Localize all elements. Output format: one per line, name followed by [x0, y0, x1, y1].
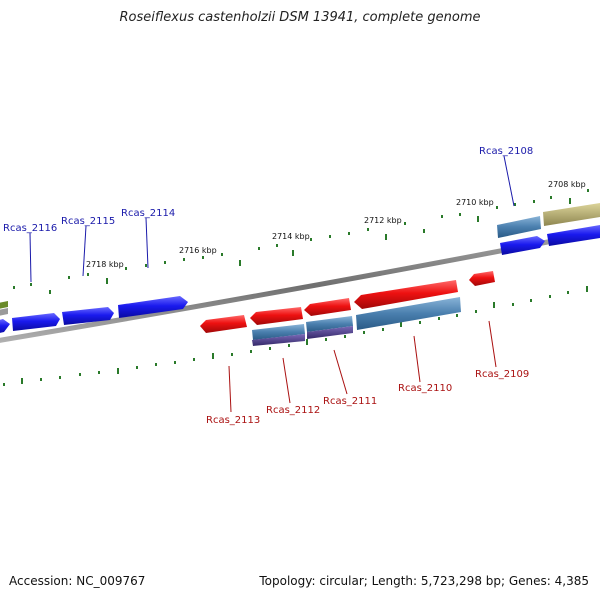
- steelblue-feature: [306, 316, 353, 332]
- gene-label-forward[interactable]: Rcas_2116: [3, 223, 57, 234]
- reverse-gene-track: [200, 271, 495, 333]
- label-leader-lines: [29, 155, 515, 413]
- reverse-gene-rcas-2112[interactable]: [250, 307, 303, 325]
- forward-gene-rcas-2114[interactable]: [118, 296, 188, 318]
- gene-label-reverse[interactable]: Rcas_2110: [398, 383, 452, 394]
- olive-feature: [0, 301, 8, 309]
- reverse-gene-rcas-2113[interactable]: [200, 315, 247, 333]
- gene-label-reverse[interactable]: Rcas_2112: [266, 405, 320, 416]
- scale-label: 2716 kbp: [179, 246, 217, 255]
- inner-scale-ticks: [3, 286, 588, 386]
- scale-label: 2714 kbp: [272, 232, 310, 241]
- gene-label-forward[interactable]: Rcas_2115: [61, 216, 115, 227]
- forward-gene-rcas-2116[interactable]: [12, 313, 60, 331]
- steelblue-feature: [252, 324, 305, 340]
- reverse-gene-rcas-2109[interactable]: [469, 271, 495, 286]
- scale-label: 2710 kbp: [456, 198, 494, 207]
- forward-gene-rcas-2115[interactable]: [62, 307, 114, 325]
- reverse-gene-rcas-2111[interactable]: [304, 298, 351, 316]
- gene-label-forward[interactable]: Rcas_2108: [479, 146, 533, 157]
- genome-title: Roseiflexus castenholzii DSM 13941, comp…: [119, 10, 481, 25]
- accession-label: Accession: NC_009767: [9, 574, 146, 588]
- gene-label-forward[interactable]: Rcas_2114: [121, 208, 175, 219]
- grey-feature: [0, 308, 8, 316]
- steelblue-feature: [497, 216, 541, 238]
- outer-scale-ticks: [13, 189, 589, 294]
- topology-label: Topology: circular; Length: 5,723,298 bp…: [259, 574, 589, 588]
- purple-feature: [252, 334, 305, 346]
- reverse-gene-rcas-2110[interactable]: [354, 280, 458, 309]
- forward-gene[interactable]: [0, 319, 10, 334]
- gene-label-reverse[interactable]: Rcas_2111: [323, 396, 377, 407]
- gene-label-reverse[interactable]: Rcas_2113: [206, 415, 260, 426]
- steelblue-feature: [356, 297, 461, 330]
- gene-label-reverse[interactable]: Rcas_2109: [475, 369, 529, 380]
- scale-label: 2712 kbp: [364, 216, 402, 225]
- scale-label: 2708 kbp: [548, 180, 586, 189]
- scale-label: 2718 kbp: [86, 260, 124, 269]
- forward-gene-track: [0, 225, 600, 334]
- khaki-feature: [543, 203, 600, 226]
- forward-gene-rcas-2108[interactable]: [500, 236, 545, 255]
- forward-gene[interactable]: [547, 225, 600, 246]
- purple-feature: [307, 326, 353, 339]
